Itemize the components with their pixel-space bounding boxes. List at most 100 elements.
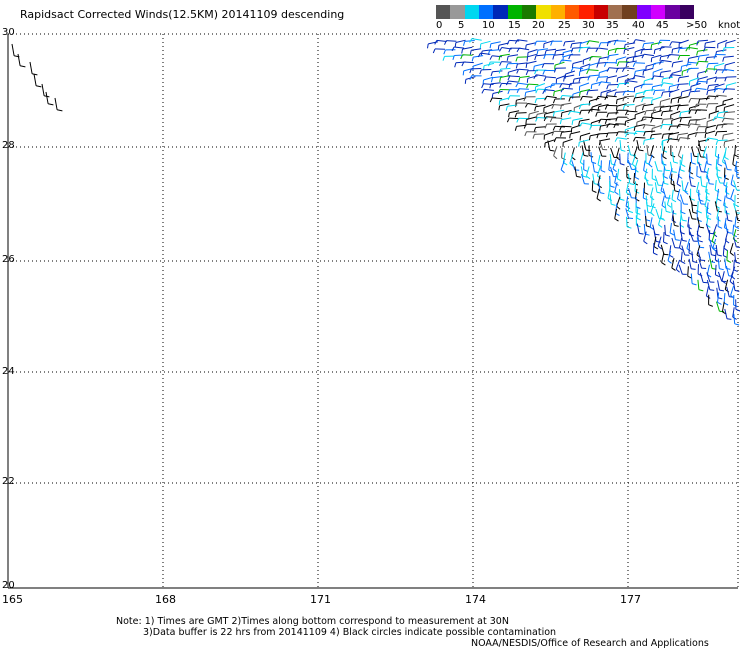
wind-barb (492, 90, 503, 94)
wind-barb (635, 69, 646, 72)
wind-barb (629, 183, 635, 186)
wind-barb (606, 41, 609, 47)
wind-barb (696, 126, 699, 131)
wind-barb (668, 134, 670, 140)
wind-barb (516, 118, 520, 123)
wind-barb (678, 237, 683, 248)
wind-barb (688, 55, 699, 59)
wind-barb (627, 173, 631, 184)
wind-barb (726, 260, 732, 263)
wind-barb (651, 86, 654, 92)
wind-barb (569, 163, 574, 167)
wind-barb (651, 205, 656, 209)
wind-barb (654, 105, 665, 108)
wind-barb (690, 273, 693, 284)
wind-barb (509, 110, 520, 114)
wind-barb (507, 89, 510, 95)
wind-barb (645, 109, 657, 112)
wind-barb (678, 96, 689, 100)
wind-barb (553, 53, 565, 56)
wind-barb (464, 79, 467, 84)
wind-barb (669, 83, 680, 88)
wind-barb (717, 297, 723, 300)
wind-barb (694, 109, 698, 115)
wind-barb (669, 232, 675, 236)
wind-barb (643, 116, 654, 119)
wind-barb (536, 49, 539, 55)
wind-barb (691, 283, 697, 286)
wind-barb (696, 51, 699, 56)
lon-label-177: 177 (620, 593, 641, 606)
wind-barb (633, 97, 636, 103)
wind-barb (525, 119, 527, 125)
wind-barb (649, 217, 653, 228)
wind-barb (689, 176, 694, 180)
wind-barb (719, 268, 724, 271)
wind-barb (562, 95, 573, 97)
wind-barb (689, 166, 692, 177)
wind-barb (492, 55, 503, 58)
wind-barb (716, 301, 720, 312)
wind-barb (712, 224, 718, 234)
wind-barb (523, 96, 526, 102)
wind-barb (714, 249, 717, 261)
wind-barb (723, 184, 728, 188)
wind-barb (535, 88, 539, 94)
wind-barb (595, 112, 598, 117)
wind-barb (717, 163, 723, 167)
wind-barb (725, 182, 728, 193)
wind-barb (635, 110, 645, 116)
wind-barb (697, 80, 708, 83)
wind-barb (525, 70, 529, 76)
wind-barb (697, 279, 700, 290)
wind-barb (662, 188, 667, 199)
wind-barb (619, 140, 622, 151)
wind-barb (724, 117, 735, 120)
wind-barb (723, 204, 728, 209)
wind-barb (702, 146, 707, 156)
wind-barb (560, 169, 565, 174)
wind-barb (701, 185, 707, 188)
wind-barb (545, 76, 556, 79)
wind-barb (620, 163, 625, 166)
wind-barb (509, 39, 520, 42)
wind-barb (463, 61, 474, 64)
wind-barb (505, 63, 509, 69)
wind-barb (559, 126, 562, 131)
wind-barb (590, 84, 593, 90)
wind-barb (462, 70, 465, 76)
wind-barb (525, 63, 528, 68)
wind-barb (634, 176, 640, 180)
wind-barb (579, 68, 590, 72)
wind-barb (586, 69, 589, 75)
wind-barb (688, 208, 693, 219)
wind-barb (492, 97, 503, 100)
wind-barb (716, 112, 719, 118)
scale-swatch (593, 5, 608, 19)
wind-barb (714, 180, 717, 191)
wind-barb (598, 81, 602, 87)
wind-barb (690, 152, 693, 163)
wind-barb (609, 194, 612, 205)
wind-barb (543, 116, 547, 122)
scale-label: >50 (686, 20, 708, 31)
wind-barb (732, 307, 735, 318)
wind-barb (632, 75, 636, 80)
wind-barb (705, 130, 716, 135)
wind-barb (714, 145, 717, 157)
wind-barb (688, 107, 691, 113)
wind-barb (642, 70, 644, 76)
wind-barb (563, 76, 565, 82)
wind-barb (677, 48, 680, 54)
wind-barb (730, 189, 735, 199)
wind-barb (568, 97, 571, 102)
wind-barb (615, 68, 619, 73)
wind-barb (669, 54, 680, 56)
wind-barb (596, 63, 599, 68)
wind-barb (702, 155, 708, 160)
wind-barb (603, 62, 607, 67)
wind-barb (699, 272, 704, 283)
wind-barb (693, 87, 698, 93)
wind-barb (717, 254, 722, 257)
wind-barb (517, 82, 528, 85)
